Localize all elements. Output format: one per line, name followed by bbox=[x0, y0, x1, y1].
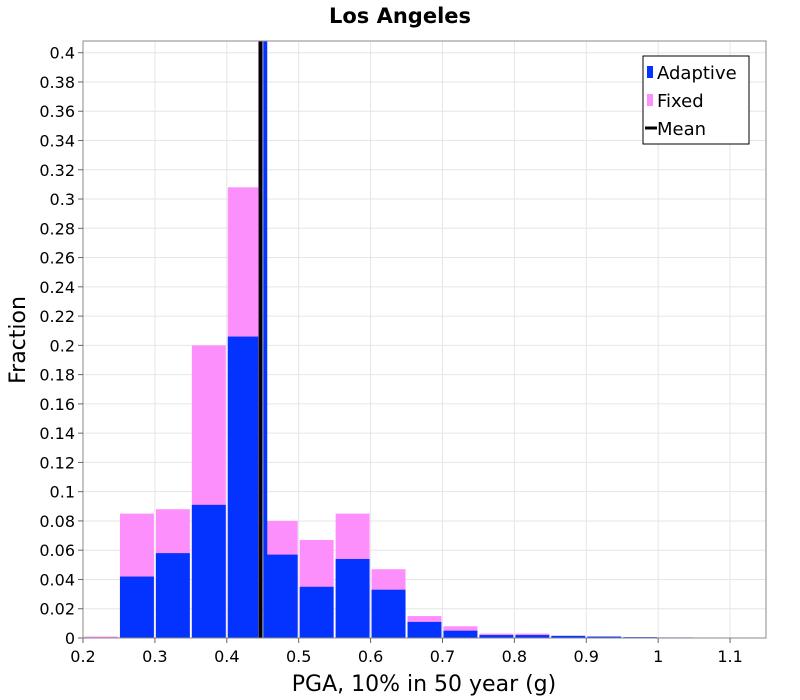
bar-adaptive bbox=[587, 636, 622, 638]
x-axis-label: PGA, 10% in 50 year (g) bbox=[292, 672, 556, 697]
bar-adaptive bbox=[227, 336, 262, 638]
bar-fixed bbox=[84, 636, 118, 638]
y-tick-label: 0.4 bbox=[50, 44, 75, 63]
y-tick-label: 0.32 bbox=[39, 161, 75, 180]
legend-label: Adaptive bbox=[657, 63, 737, 84]
y-tick-label: 0.3 bbox=[50, 190, 75, 209]
x-tick-label: 0.7 bbox=[430, 647, 455, 666]
y-tick-label: 0.14 bbox=[39, 424, 75, 443]
legend: Adaptive Fixed Mean bbox=[642, 55, 750, 145]
y-tick-label: 0.18 bbox=[39, 366, 75, 385]
bar-adaptive bbox=[119, 576, 154, 638]
y-tick-label: 0.36 bbox=[39, 102, 75, 121]
x-tick-label: 0.2 bbox=[70, 647, 95, 666]
bar-adaptive bbox=[155, 553, 190, 638]
bar-adaptive bbox=[191, 504, 226, 638]
plot-border bbox=[82, 40, 767, 639]
bar-adaptive bbox=[371, 589, 406, 638]
y-tick-label: 0.04 bbox=[39, 570, 75, 589]
y-tick-label: 0.26 bbox=[39, 249, 75, 268]
chart-title: Los Angeles bbox=[329, 4, 471, 28]
bar-adaptive bbox=[551, 635, 586, 638]
x-tick-label: 0.9 bbox=[574, 647, 599, 666]
y-tick-label: 0.06 bbox=[39, 541, 75, 560]
y-tick-label: 0.28 bbox=[39, 219, 75, 238]
bar-adaptive bbox=[443, 630, 478, 638]
legend-swatch bbox=[647, 94, 653, 106]
legend-label: Fixed bbox=[657, 91, 704, 112]
y-tick-label: 0.24 bbox=[39, 278, 75, 297]
y-tick-label: 0.34 bbox=[39, 132, 75, 151]
bars bbox=[84, 187, 765, 639]
x-tick-label: 0.5 bbox=[286, 647, 311, 666]
y-tick-label: 0.16 bbox=[39, 395, 75, 414]
y-axis-label: Fraction bbox=[6, 296, 31, 384]
x-tick-label: 0.6 bbox=[358, 647, 383, 666]
legend-box bbox=[642, 55, 750, 145]
bar-adaptive bbox=[407, 621, 442, 638]
y-tick-label: 0.08 bbox=[39, 512, 75, 531]
mean-lines bbox=[258, 41, 268, 638]
legend-swatch bbox=[647, 66, 653, 78]
bar-adaptive bbox=[263, 554, 298, 638]
y-tick-label: 0.2 bbox=[50, 336, 75, 355]
y-tick-label: 0.02 bbox=[39, 600, 75, 619]
y-tick-label: 0.22 bbox=[39, 307, 75, 326]
y-tick-label: 0 bbox=[65, 629, 75, 648]
y-tick-label: 0.12 bbox=[39, 453, 75, 472]
bar-adaptive bbox=[515, 635, 550, 638]
x-axis-ticks: 0.2 0.3 0.4 0.5 0.6 0.7 0.8 0.9 1 1.1 bbox=[70, 638, 743, 666]
x-tick-label: 0.4 bbox=[214, 647, 239, 666]
bar-adaptive bbox=[299, 586, 334, 638]
x-tick-label: 1.1 bbox=[717, 647, 742, 666]
y-axis-ticks: 0 0.02 0.04 0.06 0.08 0.1 0.12 0.14 0.16 0.18 0.2 0… bbox=[39, 44, 83, 648]
x-tick-label: 0.8 bbox=[502, 647, 527, 666]
bar-adaptive bbox=[335, 558, 370, 638]
x-tick-label: 0.3 bbox=[142, 647, 167, 666]
y-tick-label: 0.1 bbox=[50, 483, 75, 502]
legend-label: Mean bbox=[657, 119, 706, 140]
x-tick-label: 1 bbox=[653, 647, 663, 666]
y-tick-label: 0.38 bbox=[39, 73, 75, 92]
bar-adaptive bbox=[479, 635, 514, 638]
